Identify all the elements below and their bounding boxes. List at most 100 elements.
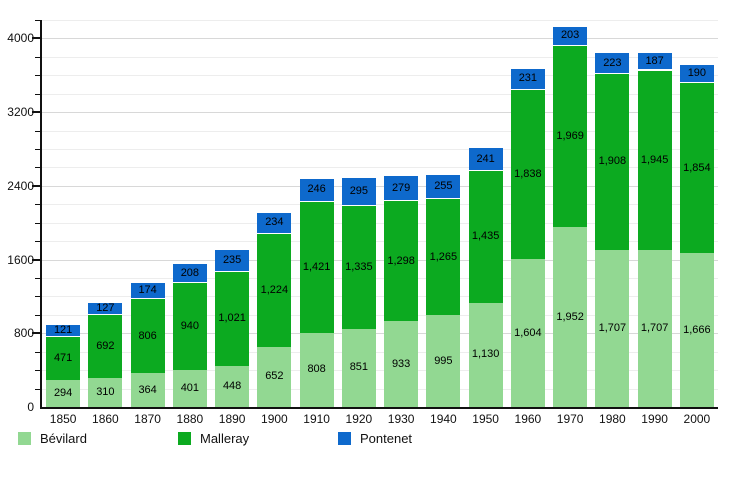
- bar-value-label: 208: [180, 266, 200, 279]
- legend-swatch: [178, 431, 191, 445]
- gridline-minor: [42, 167, 718, 169]
- bar: 1,604 1,838 231: [510, 68, 545, 407]
- y-axis-tick: [35, 314, 40, 316]
- bar-value-label: 1,666: [683, 323, 711, 336]
- gridline-minor: [42, 204, 718, 206]
- gridline-minor: [42, 351, 718, 353]
- bar-segment-pontenet: 241: [468, 148, 503, 171]
- bar-value-label: 1,298: [387, 254, 415, 267]
- bar-value-label: 401: [180, 382, 200, 395]
- bar-segment-bevilard: 1,666: [679, 253, 714, 407]
- bar: 933 1,298 279: [384, 175, 419, 407]
- x-tick-label: 1980: [599, 412, 626, 426]
- legend-label: Bévilard: [40, 430, 87, 446]
- bar-segment-pontenet: 121: [46, 323, 81, 337]
- bar-value-label: 235: [222, 253, 242, 266]
- bar-segment-pontenet: 234: [257, 212, 292, 235]
- gridline-minor: [42, 278, 718, 279]
- bar-value-label: 808: [307, 363, 326, 376]
- bar-value-label: 234: [265, 216, 284, 229]
- bar-segment-malleray: 1,224: [257, 234, 292, 347]
- y-axis-tick: [35, 56, 40, 58]
- bar-segment-bevilard: 448: [215, 365, 250, 407]
- bar-segment-bevilard: 401: [172, 370, 207, 407]
- bar-segment-malleray: 692: [88, 314, 123, 379]
- bar-segment-bevilard: 652: [257, 346, 292, 407]
- y-axis-tick: [35, 204, 40, 206]
- bar-segment-malleray: 1,421: [299, 201, 334, 333]
- bar-value-label: 1,435: [471, 230, 500, 243]
- x-tick-label: 1890: [218, 412, 246, 426]
- bar-value-label: 295: [349, 184, 369, 197]
- bar-value-label: 187: [645, 54, 664, 67]
- bar-value-label: 1,224: [260, 284, 289, 297]
- bar-segment-bevilard: 1,604: [510, 259, 545, 407]
- gridline-major: [42, 38, 718, 40]
- bar-value-label: 1,707: [598, 321, 627, 334]
- bar-value-label: 190: [687, 66, 707, 79]
- y-tick-label: 4000: [7, 31, 34, 46]
- bar: 652 1,224 234: [257, 212, 292, 407]
- bar-value-label: 121: [53, 323, 73, 336]
- bar-segment-pontenet: 235: [215, 250, 250, 272]
- bar-value-label: 246: [307, 183, 326, 196]
- bar-segment-pontenet: 190: [679, 65, 714, 83]
- legend-label: Pontenet: [360, 430, 413, 446]
- y-tick-label: 800: [13, 326, 34, 341]
- y-axis-tick: [35, 149, 40, 150]
- bar-segment-bevilard: 294: [46, 379, 81, 407]
- gridline-minor: [42, 130, 718, 132]
- gridline-minor: [42, 241, 718, 243]
- gridline-minor: [42, 370, 718, 372]
- bar-segment-pontenet: 208: [172, 264, 207, 284]
- bar-segment-pontenet: 223: [595, 53, 630, 74]
- bar-segment-bevilard: 310: [88, 378, 123, 407]
- y-tick-label: 0: [27, 400, 34, 414]
- bar: 1,707 1,945 187: [637, 53, 672, 407]
- bar-value-label: 127: [96, 301, 115, 314]
- bar-segment-malleray: 1,021: [215, 271, 250, 366]
- gridline-major: [42, 112, 718, 114]
- y-axis-tick: [35, 388, 40, 390]
- gridline-major: [42, 185, 718, 187]
- bar: 1,952 1,969 203: [553, 27, 588, 407]
- bar: 310 692 127: [88, 301, 123, 407]
- x-tick-label: 1990: [641, 412, 668, 426]
- bar-value-label: 448: [222, 379, 242, 392]
- bar: 808 1,421 246: [299, 178, 334, 407]
- x-tick-label: 1920: [345, 412, 373, 426]
- legend-swatch: [338, 431, 351, 445]
- bar: 364 806 174: [130, 283, 165, 407]
- bar: 1,707 1,908 223: [595, 53, 630, 407]
- y-axis-tick: [35, 241, 40, 243]
- bar-segment-malleray: 1,298: [384, 201, 419, 322]
- bar-value-label: 940: [180, 320, 200, 333]
- y-axis-tick: [32, 184, 40, 187]
- bar-segment-bevilard: 808: [299, 332, 334, 407]
- gridline-minor: [42, 93, 718, 95]
- bar-segment-pontenet: 279: [384, 175, 419, 202]
- bar-segment-malleray: 1,908: [595, 73, 630, 250]
- bar-segment-bevilard: 1,952: [553, 227, 588, 407]
- y-axis-tick: [35, 93, 40, 95]
- bar: 995 1,265 255: [426, 175, 461, 407]
- gridline-minor: [42, 149, 718, 150]
- bar: 1,666 1,854 190: [679, 65, 714, 407]
- y-axis-tick: [35, 296, 40, 298]
- bar-value-label: 223: [603, 56, 622, 69]
- bar-value-label: 995: [434, 354, 453, 367]
- x-tick-label: 2000: [683, 412, 711, 426]
- y-tick-label: 1600: [7, 252, 34, 267]
- bar-segment-bevilard: 1,707: [637, 249, 672, 407]
- gridline-minor: [42, 75, 718, 77]
- bar-value-label: 241: [476, 152, 495, 165]
- bar-segment-pontenet: 231: [510, 68, 545, 90]
- y-axis-tick: [35, 278, 40, 279]
- bar-value-label: 806: [138, 329, 157, 342]
- bar-segment-malleray: 1,969: [553, 45, 588, 228]
- bar: 1,130 1,435 241: [468, 148, 503, 407]
- bar-value-label: 1,421: [302, 260, 331, 273]
- gridline-minor: [42, 20, 718, 21]
- bar-value-label: 279: [391, 181, 411, 194]
